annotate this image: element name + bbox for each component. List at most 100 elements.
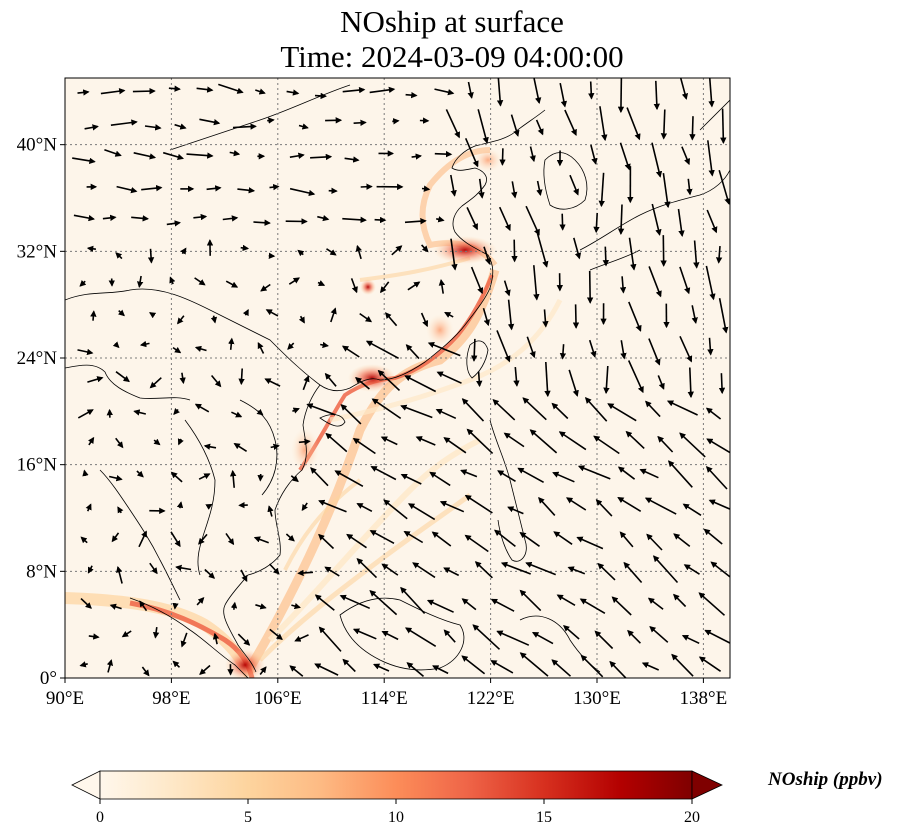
wind-arrow <box>705 265 716 301</box>
wind-arrow <box>218 83 244 94</box>
wind-arrow <box>619 142 631 171</box>
wind-arrow <box>450 238 458 271</box>
wind-arrow <box>225 532 235 546</box>
wind-arrow <box>522 397 547 421</box>
wind-arrow <box>703 528 723 545</box>
wind-arrow <box>683 564 700 575</box>
wind-arrow <box>359 312 373 323</box>
wind-arrow <box>87 565 94 574</box>
wind-arrow <box>342 216 367 224</box>
wind-arrow <box>355 244 362 260</box>
wind-arrow <box>472 624 501 650</box>
wind-arrow <box>666 400 698 416</box>
wind-arrow <box>133 409 146 416</box>
wind-arrow <box>646 533 663 551</box>
wind-arrow <box>310 153 333 161</box>
wind-arrow <box>471 338 478 362</box>
wind-arrow <box>439 500 465 513</box>
colorbar-extend-low <box>71 770 101 800</box>
wind-arrow <box>558 431 587 451</box>
wind-arrow <box>470 266 484 295</box>
wind-arrow <box>196 597 205 606</box>
wind-arrow <box>253 219 271 226</box>
lat-tick-label: 40°N <box>17 135 58 156</box>
wind-arrow <box>173 408 180 415</box>
wind-arrow <box>325 432 348 453</box>
wind-arrow <box>628 237 637 271</box>
wind-arrow <box>302 375 310 391</box>
wind-arrow <box>175 564 192 572</box>
wind-arrow <box>693 240 700 269</box>
wind-arrow <box>411 153 422 160</box>
wind-arrow <box>352 628 377 640</box>
wind-arrow <box>421 185 431 192</box>
wind-arrow <box>346 533 367 549</box>
wind-arrow <box>434 88 455 96</box>
wind-arrow <box>611 596 632 616</box>
wind-arrow <box>288 277 300 285</box>
colorbar-gradient <box>99 770 693 800</box>
wind-arrow <box>289 187 316 197</box>
wind-arrow <box>339 594 371 610</box>
wind-arrow <box>490 660 514 674</box>
wind-arrow <box>177 438 184 446</box>
wind-arrow <box>434 150 453 158</box>
wind-arrow <box>464 534 489 553</box>
lat-tick-label: 0° <box>40 668 57 689</box>
wind-arrow <box>112 341 120 349</box>
lat-tick-label: 32°N <box>17 241 58 262</box>
wind-arrow <box>496 330 511 363</box>
wind-arrow <box>79 661 88 668</box>
wind-arrow <box>627 360 644 394</box>
wind-arrow <box>687 367 694 399</box>
wind-arrow <box>369 590 398 616</box>
wind-arrow <box>374 216 387 224</box>
wind-arrow <box>314 594 335 611</box>
wind-arrow <box>72 157 96 165</box>
wind-arrow <box>651 203 662 236</box>
wind-arrow <box>242 308 249 317</box>
wind-arrow <box>373 663 390 672</box>
wind-arrow <box>324 372 337 387</box>
wind-arrow <box>438 279 446 294</box>
wind-arrow <box>111 532 120 543</box>
wind-arrow <box>400 473 422 485</box>
wind-arrow <box>205 503 213 510</box>
wind-arrow <box>679 432 706 458</box>
wind-arrow <box>147 248 155 264</box>
wind-arrow <box>492 399 516 421</box>
wind-arrow <box>232 123 257 130</box>
wind-arrow <box>551 659 572 677</box>
wind-arrow <box>718 373 726 395</box>
wind-arrow <box>237 187 256 194</box>
wind-arrow <box>117 506 124 514</box>
wind-arrow <box>706 438 730 454</box>
wind-arrow <box>79 280 87 287</box>
wind-arrow <box>198 473 211 480</box>
wind-arrow <box>460 469 478 478</box>
wind-arrow <box>649 625 669 643</box>
wind-arrow <box>533 265 540 301</box>
wind-arrow <box>525 205 540 236</box>
wind-arrow <box>342 86 366 94</box>
wind-arrow <box>100 88 126 95</box>
wind-arrow <box>210 315 218 324</box>
wind-vectors <box>72 78 730 678</box>
wind-arrow <box>77 89 90 96</box>
wind-arrow <box>168 85 181 92</box>
wind-arrow <box>264 378 281 387</box>
wind-arrow <box>237 633 251 646</box>
wind-arrow <box>290 475 299 483</box>
wind-arrow <box>170 531 181 548</box>
wind-arrow <box>597 562 616 581</box>
wind-arrow <box>286 89 300 96</box>
gridlines <box>65 78 730 678</box>
wind-arrow <box>567 566 586 575</box>
wind-arrow <box>352 437 376 455</box>
wind-arrow <box>116 185 138 194</box>
wind-arrow <box>483 246 491 265</box>
wind-arrow <box>179 372 186 385</box>
lon-tick-label: 114°E <box>361 688 408 709</box>
wind-arrow <box>240 244 250 252</box>
wind-arrow <box>133 152 157 160</box>
